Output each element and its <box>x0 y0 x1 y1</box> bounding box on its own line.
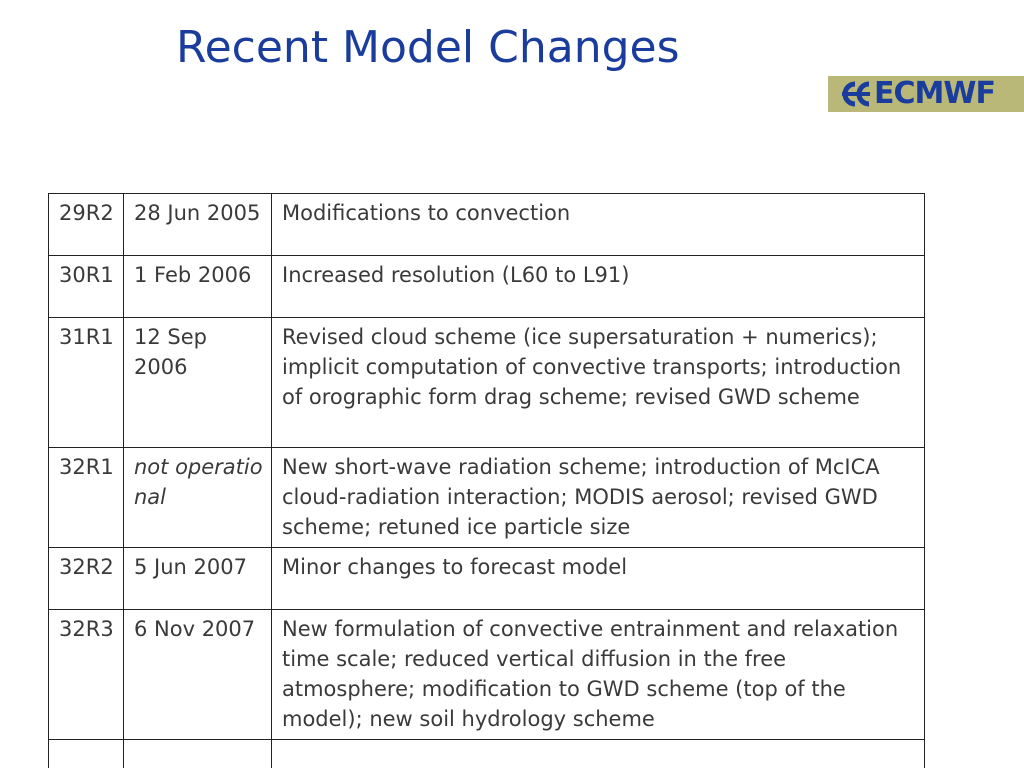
description-cell: Minor changes to forecast model <box>271 547 925 610</box>
date-cell: 6 Nov 2007 <box>123 609 272 740</box>
page-title: Recent Model Changes <box>176 22 680 73</box>
table-row: 31R1 12 Sep 2006 Revised cloud scheme (i… <box>48 317 925 448</box>
table-row: 32R3 6 Nov 2007 New formulation of conve… <box>48 609 925 740</box>
description-cell: New short-wave radiation scheme; introdu… <box>271 447 925 548</box>
date-cell: 28 Jun 2005 <box>123 193 272 256</box>
description-cell <box>271 739 925 768</box>
date-cell: 1 Feb 2006 <box>123 255 272 318</box>
description-cell: Modifications to convection <box>271 193 925 256</box>
table-row: 32R1 not operational New short-wave radi… <box>48 447 925 548</box>
table-row: 29R2 28 Jun 2005 Modifications to convec… <box>48 193 925 256</box>
date-cell <box>123 739 272 768</box>
description-cell: Revised cloud scheme (ice supersaturatio… <box>271 317 925 448</box>
cycle-cell <box>48 739 124 768</box>
description-cell: Increased resolution (L60 to L91) <box>271 255 925 318</box>
cycle-cell: 32R1 <box>48 447 124 548</box>
cycle-cell: 32R2 <box>48 547 124 610</box>
cycle-cell: 31R1 <box>48 317 124 448</box>
table-row <box>48 739 925 768</box>
date-cell: 5 Jun 2007 <box>123 547 272 610</box>
model-changes-table: 29R2 28 Jun 2005 Modifications to convec… <box>48 193 925 768</box>
date-cell: not operational <box>123 447 272 548</box>
logo-text: ECMWF <box>874 76 996 111</box>
cycle-cell: 30R1 <box>48 255 124 318</box>
table-row: 30R1 1 Feb 2006 Increased resolution (L6… <box>48 255 925 318</box>
cycle-cell: 29R2 <box>48 193 124 256</box>
ecmwf-logo: ECMWF <box>828 76 1024 112</box>
table-row: 32R2 5 Jun 2007 Minor changes to forecas… <box>48 547 925 610</box>
description-cell: New formulation of convective entrainmen… <box>271 609 925 740</box>
ecmwf-logo-icon <box>842 81 870 107</box>
date-cell: 12 Sep 2006 <box>123 317 272 448</box>
cycle-cell: 32R3 <box>48 609 124 740</box>
